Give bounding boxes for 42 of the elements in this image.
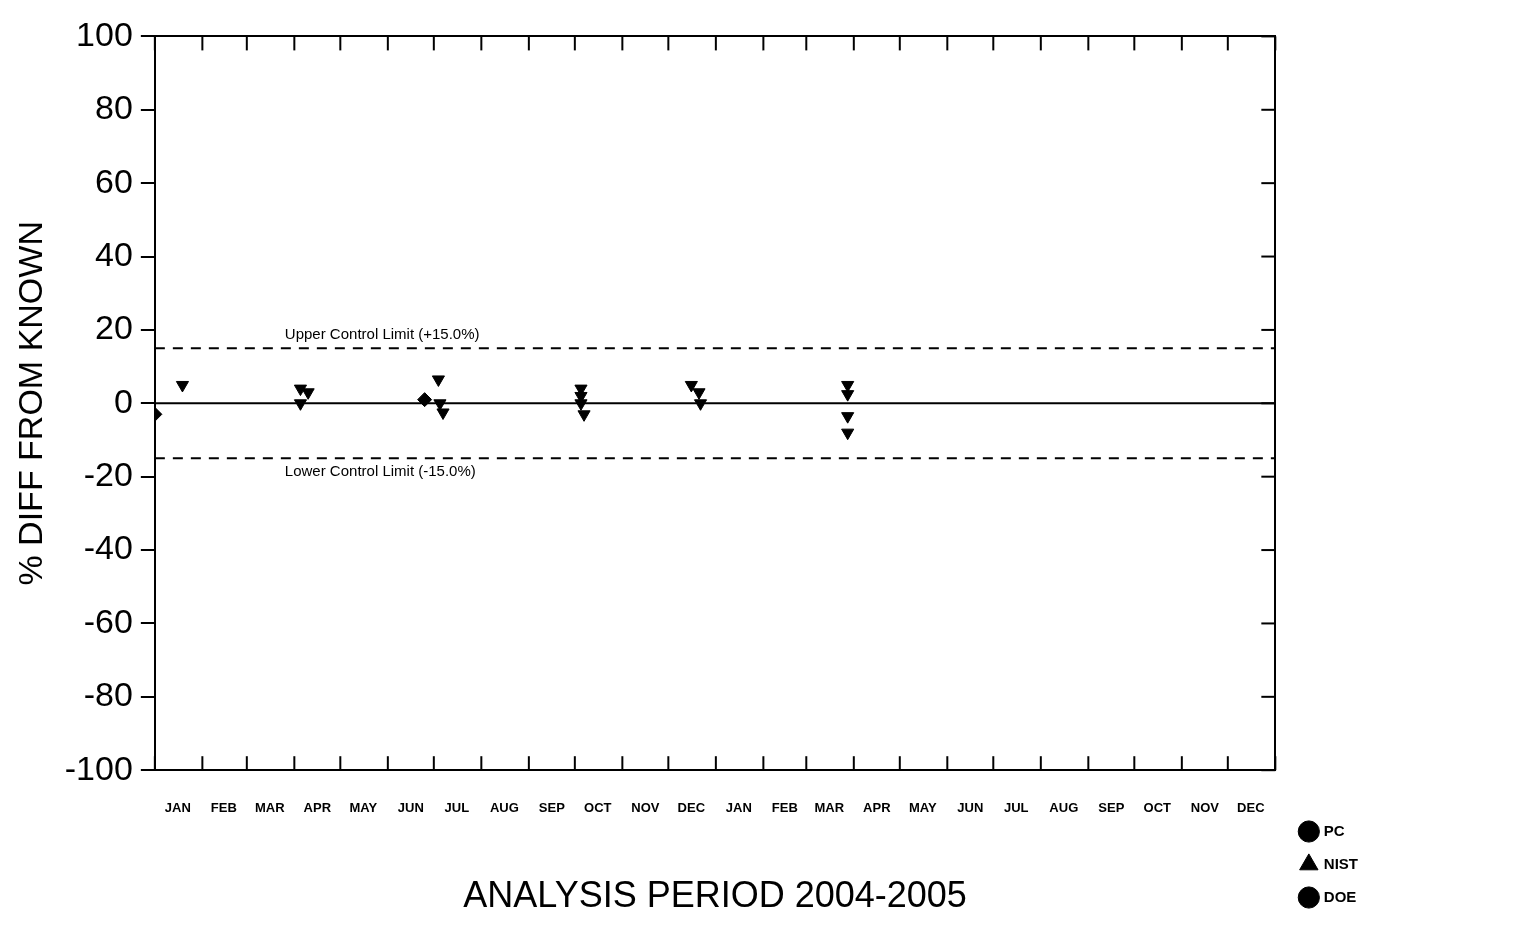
y-tick-label: 80 — [95, 88, 133, 127]
y-tick-label: -20 — [83, 455, 133, 494]
x-tick-label: JAN — [725, 799, 752, 815]
x-tick-label: JAN — [164, 799, 191, 815]
x-tick-label: MAR — [814, 799, 845, 815]
x-tick-label: MAY — [349, 799, 378, 815]
x-tick-label: OCT — [1143, 799, 1172, 815]
legend-label: PC — [1323, 821, 1345, 839]
x-tick-label: FEB — [771, 799, 798, 815]
x-tick-label: SEP — [1098, 799, 1125, 815]
y-tick-label: -80 — [83, 675, 133, 714]
x-tick-label: MAR — [255, 799, 286, 815]
x-axis-title: ANALYSIS PERIOD 2004-2005 — [463, 874, 967, 916]
x-tick-label: APR — [863, 799, 892, 815]
ref-line-label: Upper Control Limit (+15.0%) — [284, 324, 480, 342]
x-tick-label: SEP — [538, 799, 566, 815]
x-tick-label: DEC — [1237, 799, 1266, 815]
x-tick-label: FEB — [210, 799, 237, 815]
ref-line-label: Lower Control Limit (-15.0%) — [284, 461, 476, 479]
y-tick-label: 0 — [113, 381, 133, 420]
x-tick-label: MAY — [908, 799, 937, 815]
x-tick-label: AUG — [1049, 799, 1079, 815]
x-tick-label: JUN — [397, 799, 424, 815]
y-tick-label: -60 — [83, 601, 133, 640]
x-tick-label: JUL — [444, 799, 470, 815]
y-tick-label: 40 — [95, 234, 133, 273]
x-tick-label: NOV — [631, 799, 660, 815]
x-tick-label: JUL — [1004, 799, 1029, 815]
x-tick-label: OCT — [584, 799, 612, 815]
x-tick-label: NOV — [1190, 799, 1220, 815]
y-axis-title: % DIFF FROM KNOWN — [10, 221, 49, 586]
legend-label: DOE — [1323, 887, 1357, 905]
x-tick-label: DEC — [677, 799, 706, 815]
x-tick-label: JUN — [957, 799, 984, 815]
y-tick-label: 20 — [95, 308, 133, 347]
y-tick-label: 60 — [95, 161, 133, 200]
y-tick-label: -40 — [83, 528, 133, 567]
x-tick-label: AUG — [489, 799, 519, 815]
legend-label: NIST — [1323, 854, 1358, 872]
y-tick-label: -100 — [64, 748, 133, 787]
x-tick-label: APR — [303, 799, 332, 815]
y-tick-label: 100 — [76, 14, 133, 53]
